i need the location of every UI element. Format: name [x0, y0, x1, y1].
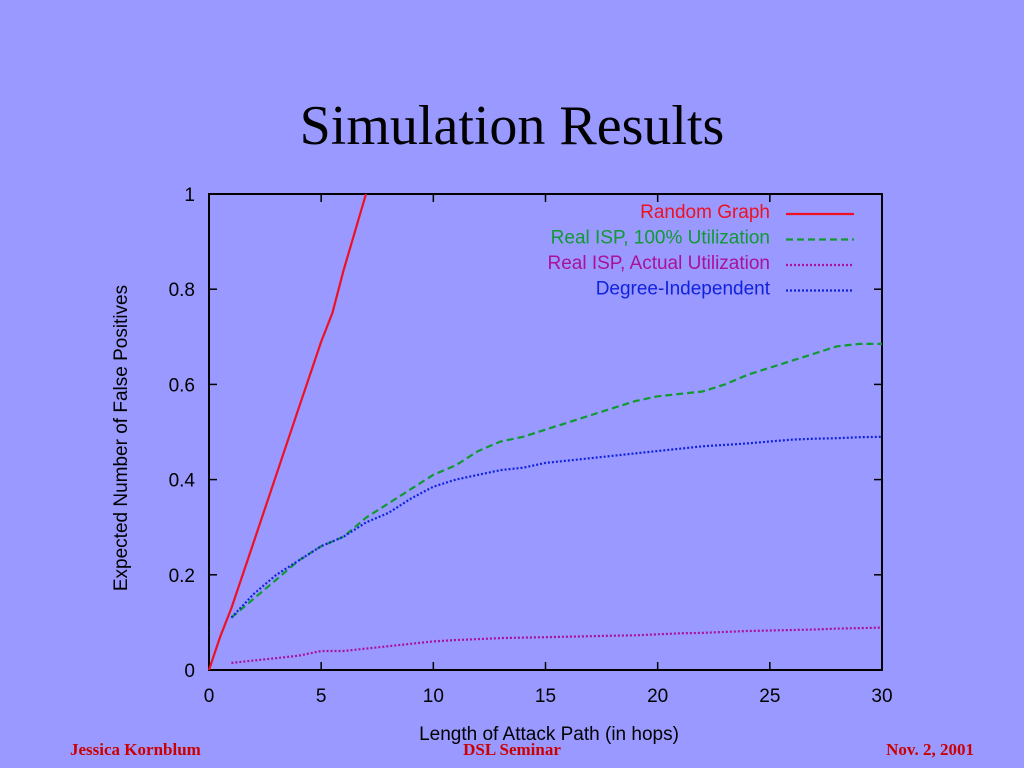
series-line-real-isp-actual-utilization	[231, 626, 883, 664]
x-tick-label: 5	[316, 686, 327, 707]
x-axis-label: Length of Attack Path (in hops)	[419, 724, 679, 745]
chart-legend: Random Graph Real ISP, 100% Utilization Re…	[548, 202, 854, 300]
legend-label: Degree-Independent	[596, 279, 771, 300]
series-line-degree-independent	[230, 435, 883, 619]
x-tick-label: 20	[647, 686, 668, 707]
y-tick-label: 0.8	[169, 280, 195, 301]
legend-label: Real ISP, 100% Utilization	[551, 228, 770, 249]
x-tick-label: 15	[535, 686, 556, 707]
x-tick-label: 30	[871, 686, 892, 707]
footer-event: DSL Seminar	[463, 740, 561, 759]
y-tick-label: 0	[184, 661, 195, 682]
x-tick-label: 10	[423, 686, 444, 707]
chart-series	[207, 193, 883, 671]
footer-date: Nov. 2, 2001	[886, 740, 974, 759]
chart-axes: 0 5 10 15 20 25 30 0 0.2 0.4 0.6 0.8 1	[169, 185, 893, 707]
plot-frame	[208, 193, 883, 671]
series-line-real-isp-100-utilization	[230, 342, 882, 619]
slide-title: Simulation Results	[299, 95, 725, 157]
legend-label: Random Graph	[640, 202, 770, 223]
y-tick-label: 1	[184, 185, 195, 206]
y-tick-label: 0.2	[169, 566, 195, 587]
y-tick-label: 0.4	[169, 471, 196, 492]
legend-label: Real ISP, Actual Utilization	[548, 253, 771, 274]
series-line-random-graph	[207, 193, 368, 671]
x-tick-label: 25	[759, 686, 780, 707]
footer-author: Jessica Kornblum	[70, 740, 201, 759]
y-axis-label: Expected Number of False Positives	[111, 285, 132, 591]
x-tick-label: 0	[204, 686, 215, 707]
y-tick-label: 0.6	[169, 375, 195, 396]
